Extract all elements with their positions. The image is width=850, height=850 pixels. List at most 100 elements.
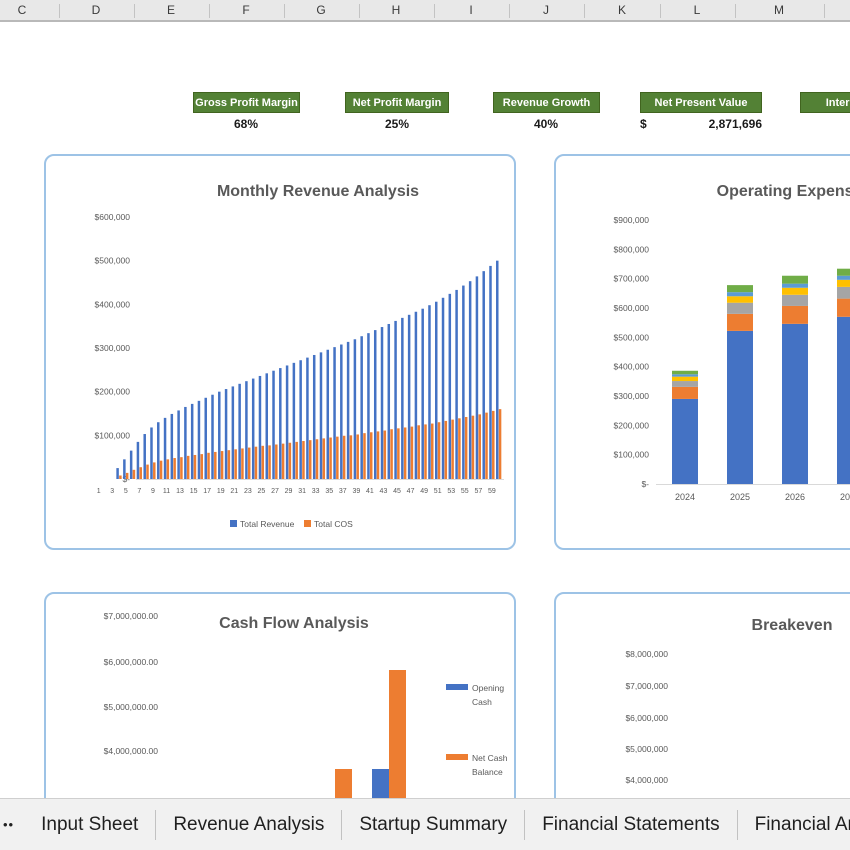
tab-separator: [524, 809, 526, 840]
chart-monthly-revenue-analysis[interactable]: Monthly Revenue Analysis $600,000 $500,000…: [44, 154, 516, 550]
kpi-badge-internal-rate-of-return[interactable]: Internal Rate of Return: [800, 92, 850, 113]
cos-bar: [471, 415, 475, 479]
cos-bar: [180, 457, 183, 479]
chart-text: $300,000: [95, 343, 131, 353]
chart-cash-flow-analysis[interactable]: Cash Flow Analysis $7,000,000.00 $6,000,00…: [44, 592, 516, 832]
chart-operating-expenses[interactable]: Operating Expenses $900,000 $800,000 $700,0…: [554, 154, 850, 550]
revenue-bar: [184, 406, 187, 479]
stacked-segment-lightblue: [837, 275, 850, 280]
kpi-value-net-present-value[interactable]: $2,871,696: [640, 117, 762, 131]
revenue-bar: [373, 330, 377, 479]
chart-text: $200,000: [95, 387, 131, 397]
cos-bar: [410, 426, 414, 479]
cos-bar: [417, 425, 420, 479]
revenue-bar: [224, 389, 228, 479]
kpi-badge-revenue-growth[interactable]: Revenue Growth: [493, 92, 600, 113]
kpi-value[interactable]: 68%: [233, 117, 259, 131]
revenue-bar: [197, 400, 201, 479]
sheet-tab-input-sheet[interactable]: Input Sheet: [41, 813, 139, 835]
column-header-J[interactable]: J: [543, 3, 549, 17]
cashflow-bar-net-cash-balance: [389, 670, 406, 830]
column-header-D[interactable]: D: [91, 3, 101, 17]
column-header-L[interactable]: L: [693, 3, 701, 17]
kpi-badge-gross-profit-margin[interactable]: Gross Profit Margin: [193, 92, 300, 113]
chart-text: Net Cash: [472, 753, 508, 763]
chart-text: $400,000: [614, 362, 650, 372]
cos-bar: [227, 450, 231, 479]
legend-swatch-total-cos: [304, 520, 311, 527]
stacked-segment-blue: [782, 323, 808, 484]
sheet-tab-financial-statements[interactable]: Financial Statements: [542, 813, 720, 835]
chart-breakeven[interactable]: Breakeven $8,000,000 $7,000,000 $6,000,000 $…: [554, 592, 850, 832]
chart-text: $4,000,000: [625, 775, 668, 785]
stacked-segment-lightblue: [782, 283, 808, 288]
stacked-segment-lightblue: [727, 292, 753, 297]
stacked-segment-green: [727, 285, 753, 293]
cos-bar: [207, 452, 210, 479]
cos-bar: [444, 420, 448, 479]
chart-text: 45: [393, 488, 401, 495]
chart-text: 47: [407, 488, 415, 495]
revenue-bar: [245, 381, 248, 479]
chart-text: $100,000: [614, 450, 650, 460]
column-separator: [434, 4, 435, 18]
revenue-bar: [380, 327, 384, 479]
sheet-tab-financial-analysis[interactable]: Financial Analysis: [754, 813, 850, 835]
chart-text: 59: [488, 488, 496, 495]
chart-text: 2024: [675, 492, 695, 502]
chart-text: $7,000,000: [625, 681, 668, 691]
column-separator: [509, 4, 510, 18]
chart-text: $500,000: [614, 332, 650, 342]
column-header-C[interactable]: C: [17, 3, 27, 17]
cos-bar: [193, 454, 197, 479]
revenue-bar: [251, 378, 255, 479]
revenue-bar: [177, 410, 180, 479]
tab-overflow-dots[interactable]: ••: [3, 817, 15, 832]
chart-text: 7: [137, 488, 141, 495]
sheet-tab-revenue-analysis[interactable]: Revenue Analysis: [173, 813, 325, 835]
column-separator: [584, 4, 585, 18]
kpi-badge-net-profit-margin[interactable]: Net Profit Margin: [345, 92, 449, 113]
revenue-bar: [428, 305, 431, 479]
chart-text: Balance: [472, 767, 503, 777]
chart-text: 31: [298, 488, 306, 495]
column-header-G[interactable]: G: [316, 3, 326, 17]
cos-bar: [403, 427, 407, 479]
chart-text: $6,000,000.00: [104, 657, 159, 667]
revenue-bar: [455, 289, 458, 479]
revenue-bar: [157, 422, 160, 479]
revenue-bar: [211, 394, 214, 479]
chart-text: 33: [312, 488, 320, 495]
chart-text: 41: [366, 488, 374, 495]
cos-bar: [397, 428, 400, 479]
revenue-bar: [401, 317, 404, 479]
kpi-value[interactable]: 25%: [384, 117, 410, 131]
cos-bar: [173, 458, 176, 479]
column-header-K[interactable]: K: [617, 3, 627, 17]
cos-bar: [498, 409, 502, 479]
cos-bar: [349, 435, 353, 479]
revenue-bar: [292, 362, 296, 479]
cos-bar: [234, 449, 237, 479]
cos-bar: [431, 423, 434, 479]
column-header-I[interactable]: I: [469, 3, 473, 17]
cos-bar: [166, 459, 170, 479]
column-header-M[interactable]: M: [774, 3, 784, 17]
cos-bar: [370, 432, 373, 479]
column-header-H[interactable]: H: [391, 3, 401, 17]
chart-text: 27: [271, 488, 279, 495]
chart-text: 15: [190, 488, 198, 495]
chart-text: $8,000,000: [625, 649, 668, 659]
column-header-F[interactable]: F: [242, 3, 250, 17]
kpi-value[interactable]: 40%: [533, 117, 559, 131]
column-header-E[interactable]: E: [166, 3, 176, 17]
kpi-badge-net-present-value[interactable]: Net Present Value: [640, 92, 762, 113]
chart-text: 23: [244, 488, 252, 495]
revenue-bar: [312, 354, 316, 479]
cos-bar: [451, 419, 454, 479]
revenue-bar: [475, 276, 479, 479]
sheet-tab-startup-summary[interactable]: Startup Summary: [359, 813, 508, 835]
chart-text: 21: [230, 488, 238, 495]
revenue-bar: [414, 311, 418, 479]
stacked-segment-orange: [727, 313, 753, 331]
